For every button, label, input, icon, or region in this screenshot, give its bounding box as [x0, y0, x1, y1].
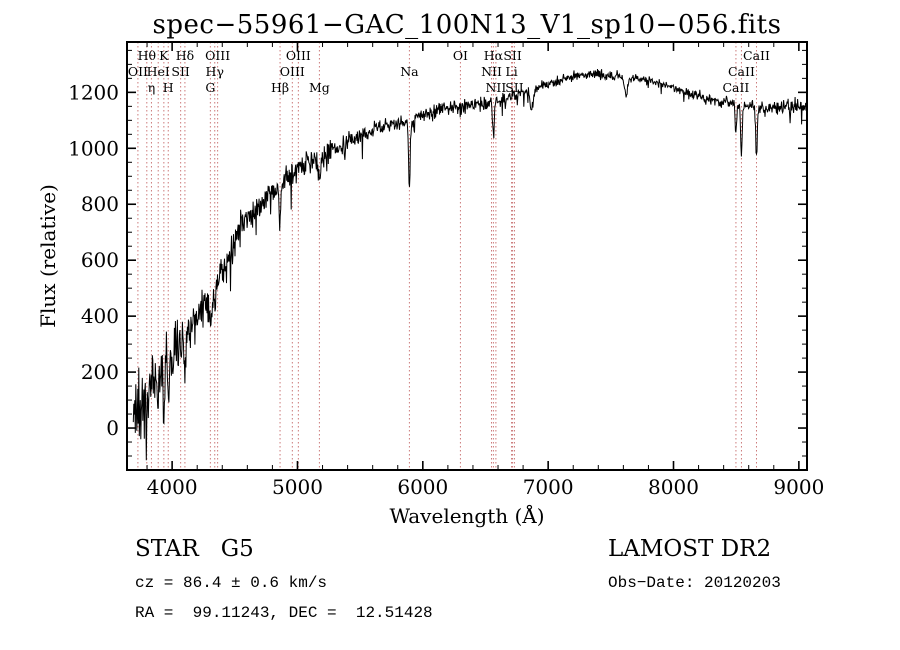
spectral-line-label: OIII — [280, 64, 305, 79]
spectral-line-label: OII — [128, 64, 148, 79]
spectral-line-label: OIII — [286, 48, 311, 63]
spectral-line-label: Li — [505, 64, 517, 79]
spectral-line-label: Hθ — [138, 48, 156, 63]
survey-name: LAMOST DR2 — [608, 536, 772, 562]
y-tick-label: 1200 — [68, 80, 119, 104]
x-tick-label: 8000 — [648, 475, 699, 499]
plot-title: spec−55961−GAC_100N13_V1_sp10−056.fits — [152, 10, 782, 40]
x-tick-label: 7000 — [523, 475, 574, 499]
plot-frame — [126, 41, 808, 471]
observation-date: Obs−Date: 20120203 — [608, 574, 781, 592]
y-tick-label: 400 — [81, 304, 119, 328]
spectral-line-label: Hα — [484, 48, 504, 63]
spectral-line-label: CaII — [743, 48, 770, 63]
spectral-line-label: OIII — [205, 48, 230, 63]
spectral-line-label: K — [159, 48, 169, 63]
spectral-line-label: G — [205, 80, 215, 95]
object-classification: STAR G5 — [135, 536, 254, 562]
y-tick-label: 600 — [81, 248, 119, 272]
y-axis-label: Flux (relative) — [36, 184, 60, 328]
spectrum-trace — [132, 68, 807, 461]
spectral-line-label: HeI — [147, 64, 170, 79]
x-tick-label: 5000 — [272, 475, 323, 499]
spectral-line-label: NII — [485, 80, 506, 95]
spectral-line-label: Hδ — [176, 48, 194, 63]
y-tick-label: 0 — [106, 416, 119, 440]
x-tick-label: 4000 — [147, 475, 198, 499]
y-tick-label: 800 — [81, 192, 119, 216]
spectral-line-label: OI — [453, 48, 468, 63]
x-axis-label: Wavelength (Å) — [389, 504, 545, 528]
x-tick-label: 6000 — [397, 475, 448, 499]
spectral-line-label: Hβ — [271, 80, 289, 95]
spectral-line-label: H — [163, 80, 174, 95]
x-tick-label: 9000 — [773, 475, 824, 499]
spectral-line-label: Mg — [309, 80, 330, 95]
spectral-line-label: SII — [503, 48, 522, 63]
spectral-line-label: Na — [400, 64, 419, 79]
spectral-line-label: CaII — [728, 64, 755, 79]
spectral-line-label: η — [148, 80, 156, 95]
radial-velocity: cz = 86.4 ± 0.6 km/s — [135, 574, 328, 592]
y-tick-label: 200 — [81, 360, 119, 384]
spectral-line-label: Hγ — [206, 64, 224, 79]
spectral-line-label: SII — [171, 64, 190, 79]
spectral-line-label: CaII — [722, 80, 749, 95]
y-tick-label: 1000 — [68, 136, 119, 160]
coordinates: RA = 99.11243, DEC = 12.51428 — [135, 604, 433, 622]
spectral-line-label: NII — [481, 64, 502, 79]
